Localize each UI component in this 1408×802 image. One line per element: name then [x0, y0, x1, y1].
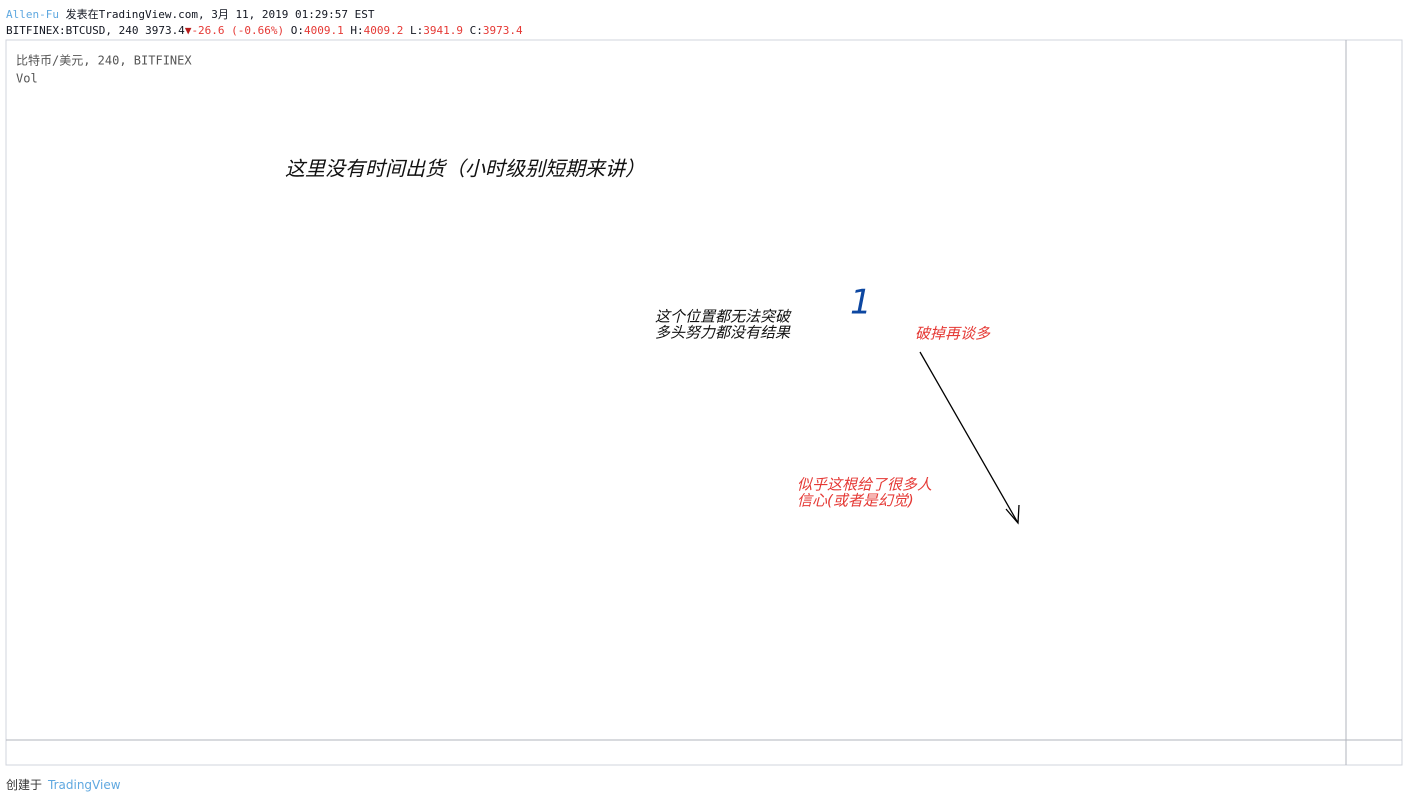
brand[interactable]: TradingView — [48, 778, 121, 792]
annotation: 1 — [850, 283, 872, 323]
ohlc-label: L: — [410, 24, 424, 37]
published: 发表在TradingView.com, 3月 11, 2019 01:29:57… — [65, 8, 375, 21]
legend-volume: Vol — [16, 72, 38, 86]
change-arrow: ▼ — [184, 24, 192, 37]
footer: 创建于 TradingView — [6, 776, 121, 793]
ohlc-value: 4009.2 — [363, 24, 404, 37]
created-label: 创建于 — [6, 778, 43, 792]
symbol: BITFINEX:BTCUSD, 240 3973.4 — [6, 24, 185, 37]
author: Allen-Fu — [6, 8, 59, 21]
annotation: 信心(或者是幻觉) — [797, 492, 914, 510]
arrow-head — [1005, 504, 1020, 525]
ohlc-label: O: — [290, 24, 305, 37]
header-line-1: Allen-Fu 发表在TradingView.com, 3月 11, 2019… — [6, 6, 375, 22]
ohlc-label: C: — [469, 24, 483, 37]
annotation: 这个位置都无法突破 — [655, 308, 792, 326]
annotation: 多头努力都没有结果 — [655, 324, 791, 342]
chart-frame — [5, 39, 1403, 766]
ohlc: O:4009.1 H:4009.2 L:3941.9 C:3973.4 — [291, 24, 523, 37]
annotation: 破掉再谈多 — [915, 325, 991, 343]
annotation: 这里没有时间出货（小时级别短期来讲） — [285, 157, 645, 181]
ohlc-value: 3973.4 — [482, 24, 523, 37]
legend-symbol: 比特币/美元, 240, BITFINEX — [16, 53, 192, 68]
ohlc-value: 4009.1 — [304, 24, 344, 37]
ohlc-value: 3941.9 — [423, 24, 464, 37]
header-line-2: BITFINEX:BTCUSD, 240 3973.4▼-26.6 (-0.66… — [6, 24, 523, 37]
chart: 比特币/美元, 240, BITFINEX Vol 这里没有时间出货（小时级别短… — [5, 39, 1403, 766]
annotation: 似乎这根给了很多人 — [797, 476, 932, 494]
arrow — [919, 351, 1019, 524]
ohlc-label: H: — [350, 24, 364, 37]
change: -26.6 (-0.66%) — [191, 24, 285, 37]
